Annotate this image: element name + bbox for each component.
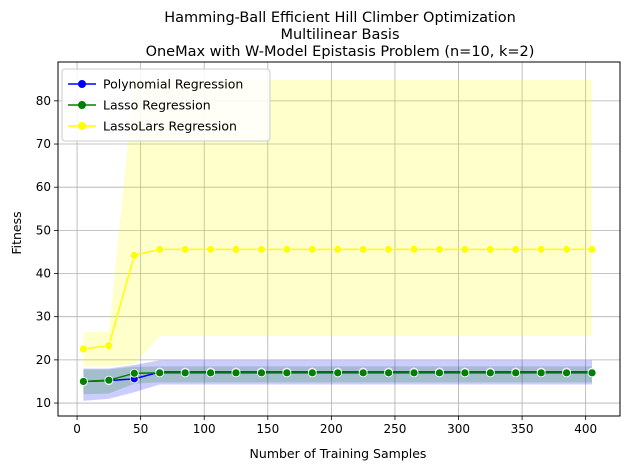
y-tick-label: 80 <box>36 94 51 108</box>
legend-label: Lasso Regression <box>103 98 211 113</box>
lassolars-regression-point <box>460 244 470 254</box>
lasso-regression-point <box>485 368 495 378</box>
x-tick-label: 200 <box>320 422 343 436</box>
lasso-regression-point <box>587 368 597 378</box>
legend-entry-lasso-regression: Lasso Regression <box>68 98 211 113</box>
lasso-regression-point <box>562 368 571 378</box>
x-tick-label: 0 <box>73 422 81 436</box>
lassolars-regression-point <box>206 244 215 254</box>
x-tick-label: 400 <box>574 422 597 436</box>
lassolars-regression-point <box>129 251 139 260</box>
lassolars-regression-point <box>333 244 343 254</box>
legend-box <box>61 68 271 142</box>
x-tick-label: 300 <box>447 422 470 436</box>
lasso-regression-point <box>358 368 368 378</box>
x-tick-label: 50 <box>133 422 148 436</box>
lassolars-regression-point <box>180 244 190 254</box>
y-tick-label: 70 <box>36 137 51 151</box>
legend: Polynomial Regression Lasso Regression Las… <box>61 68 271 142</box>
legend-label: LassoLars Regression <box>103 119 237 134</box>
lassolars-regression-point <box>485 244 495 254</box>
legend-marker-swatch <box>78 101 86 109</box>
lassolars-regression-point <box>155 244 165 254</box>
x-tick-label: 350 <box>511 422 534 436</box>
lassolars-regression-point <box>307 244 317 254</box>
lasso-regression-point <box>409 368 419 378</box>
lasso-regression-point <box>180 368 190 378</box>
y-tick-label: 10 <box>36 396 51 410</box>
lassolars-regression-point <box>536 244 546 254</box>
x-axis-ticks: 0 50 100 150 200 250 300 350 400 <box>73 416 597 436</box>
lasso-regression-point <box>435 368 444 378</box>
lassolars-regression-point <box>79 344 88 354</box>
chart-title-line-1: Hamming-Ball Efficient Hill Climber Opti… <box>164 10 516 26</box>
lasso-regression-point <box>231 368 241 378</box>
lasso-regression-point <box>129 368 139 378</box>
lassolars-regression-point <box>231 244 241 254</box>
lasso-regression-point <box>511 368 521 378</box>
legend-marker-swatch <box>78 122 86 130</box>
lassolars-regression-confidence-band <box>83 80 593 367</box>
legend-label: Polynomial Regression <box>103 77 243 92</box>
lassolars-regression-point <box>282 244 292 254</box>
lassolars-regression-point <box>257 244 266 254</box>
x-tick-label: 250 <box>383 422 406 436</box>
lasso-regression-point <box>384 368 393 378</box>
grid <box>58 62 620 416</box>
lassolars-regression-point <box>435 244 444 254</box>
lasso-regression-point <box>206 368 215 378</box>
series-markers <box>79 244 597 386</box>
y-tick-label: 20 <box>36 353 51 367</box>
y-axis-ticks: 10 20 30 40 50 60 70 80 <box>36 94 58 410</box>
lasso-regression-point <box>307 368 317 378</box>
lassolars-regression-point <box>562 244 571 254</box>
chart-title-line-2: Multilinear Basis <box>280 27 399 43</box>
lasso-regression-point <box>536 368 546 378</box>
legend-entry-lassolars-regression: LassoLars Regression <box>68 119 237 134</box>
y-tick-label: 30 <box>36 310 51 324</box>
y-tick-label: 40 <box>36 267 51 281</box>
x-axis-label: Number of Training Samples <box>250 446 427 461</box>
legend-entry-polynomial-regression: Polynomial Regression <box>68 77 243 92</box>
lassolars-regression-point <box>409 244 419 254</box>
x-tick-label: 150 <box>256 422 279 436</box>
lasso-regression-point <box>282 368 292 378</box>
y-tick-label: 50 <box>36 223 51 237</box>
chart-title-line-3: OneMax with W-Model Epistasis Problem (n… <box>146 44 535 60</box>
lasso-regression-point <box>104 375 114 385</box>
y-axis-label: Fitness <box>9 211 24 254</box>
legend-marker-swatch <box>78 80 86 88</box>
chart-title: Hamming-Ball Efficient Hill Climber Opti… <box>146 10 535 60</box>
axes-frame <box>57 61 621 417</box>
lasso-regression-point <box>460 368 470 378</box>
lasso-regression-point <box>155 368 165 378</box>
y-tick-label: 60 <box>36 180 51 194</box>
lasso-regression-point <box>79 377 88 386</box>
lasso-regression-point <box>257 368 266 378</box>
lassolars-regression-point <box>358 244 368 254</box>
x-tick-label: 100 <box>193 422 216 436</box>
lassolars-regression-point <box>384 244 393 254</box>
lasso-regression-point <box>333 368 343 378</box>
lassolars-regression-point <box>587 244 597 254</box>
lassolars-regression-point <box>511 244 521 254</box>
lassolars-regression-point <box>104 341 114 351</box>
